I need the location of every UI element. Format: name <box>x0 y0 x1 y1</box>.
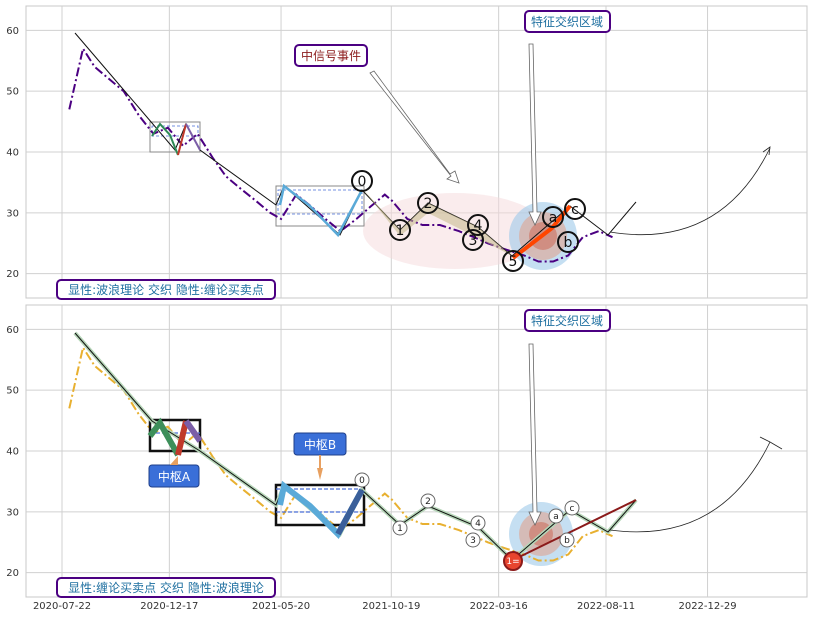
bottom-mode-box <box>56 577 276 598</box>
top-wave-circle-a <box>542 206 564 228</box>
bottom-wave-label-2: 2 <box>425 497 431 507</box>
bottom-wave-label-3: 3 <box>470 536 476 546</box>
bottom-zone-a-pointer <box>170 456 178 465</box>
top-wave-circle-0 <box>351 170 373 192</box>
bottom-forecast-arrowhead <box>759 436 783 450</box>
top-wave-circle-4 <box>467 214 489 236</box>
top-mode-box <box>56 279 276 300</box>
top-wave-shade <box>362 188 512 256</box>
top-y-tick-label: 60 <box>6 26 19 37</box>
bottom-wave-label-4: 4 <box>475 519 481 529</box>
top-y-tick-label: 40 <box>6 148 19 159</box>
bottom-zone-a-segment-red <box>175 420 189 456</box>
top-y-tick-label: 50 <box>6 87 19 98</box>
x-tick-label: 2022-08-11 <box>577 601 635 612</box>
bottom-wave-label-8: 1= <box>506 557 519 567</box>
x-tick-label: 2021-10-19 <box>362 601 420 612</box>
top-abc-segment <box>511 204 572 260</box>
bottom-zone-b-pointer <box>317 468 323 480</box>
top-signal-label: 中信号事件 <box>301 48 361 63</box>
top-wave-circle-2 <box>417 192 439 214</box>
bottom-y-tick-label: 50 <box>6 386 19 397</box>
top-wave-label-1: 1 <box>396 223 405 239</box>
bottom-wave-label-7: c <box>570 504 575 514</box>
top-wave-labels: 0 1 2 34 5 ab c <box>351 170 586 272</box>
top-zone-label: 特征交织区域 <box>531 14 603 29</box>
bottom-zone-b-label: 中枢B <box>304 437 336 452</box>
top-wave-circle-1 <box>389 219 411 241</box>
bottom-zone-label: 特征交织区域 <box>531 313 603 328</box>
bottom-zone-a-segment-purple <box>183 419 203 443</box>
top-wave-label-0: 0 <box>358 174 367 190</box>
bottom-zone-box <box>524 309 611 332</box>
bottom-red-segment <box>512 499 637 561</box>
bottom-zone-a-segment-green <box>147 417 181 457</box>
bottom-y-tick-label: 60 <box>6 325 19 336</box>
x-tick-label: 2021-05-20 <box>252 601 310 612</box>
x-tick-label: 2020-12-17 <box>140 601 198 612</box>
bottom-zone-b-segment-dark <box>335 488 365 536</box>
top-wave-circle-3 <box>462 229 484 251</box>
bottom-wave-label-6: b <box>564 536 570 546</box>
bottom-wave-circle-0 <box>354 472 370 488</box>
top-forecast-arrowhead <box>762 146 771 156</box>
bottom-y-tick-label: 20 <box>6 568 19 579</box>
top-zone-b-outer <box>275 185 365 227</box>
bottom-zone-arrow <box>528 343 542 526</box>
top-wave-circle-b <box>557 231 579 253</box>
bottom-wave-circle-4 <box>470 515 486 531</box>
x-tick-label: 2022-12-29 <box>678 601 736 612</box>
bottom-y-tick-label: 40 <box>6 447 19 458</box>
top-signal-arrow <box>369 70 460 184</box>
bottom-wave-circle-8 <box>503 551 523 571</box>
bottom-wave-label-1: 1 <box>397 524 403 534</box>
bottom-wave-circle-1 <box>392 520 408 536</box>
top-zone-a-segment-red <box>177 123 187 156</box>
top-wave-label-3: 3 <box>469 233 478 249</box>
bottom-wave-label-5: a <box>553 512 559 522</box>
top-grid <box>26 6 807 298</box>
top-wave-label-b: b <box>564 235 573 251</box>
top-zone-box <box>524 10 611 33</box>
top-y-tick-label: 20 <box>6 269 19 280</box>
bottom-y-tick-label: 30 <box>6 507 19 518</box>
bottom-wave-circle-7 <box>564 500 580 516</box>
bottom-wave-circle-3 <box>465 532 481 548</box>
top-zone-a-outer <box>149 121 201 153</box>
top-zone-arrow <box>528 43 542 226</box>
bottom-x-ticks: 2020-07-22 2020-12-17 2021-05-20 2021-10-19… <box>33 601 737 612</box>
top-wave-label-5: 5 <box>509 254 518 270</box>
top-y-tick-label: 30 <box>6 208 19 219</box>
top-signal-box <box>294 44 368 67</box>
bottom-y-ticks: 20 30 40 50 60 <box>6 325 19 579</box>
top-zone-b-segment <box>278 183 364 238</box>
top-wave-label-a: a <box>549 210 558 226</box>
x-tick-label: 2020-07-22 <box>33 601 91 612</box>
bottom-zone-a-label: 中枢A <box>158 469 191 484</box>
bottom-wave-circle-6 <box>559 532 575 548</box>
bottom-mode-label: 显性:缠论买卖点 交织 隐性:波浪理论 <box>68 580 264 595</box>
bottom-wave-circle-5 <box>548 508 564 524</box>
top-mode-label: 显性:波浪理论 交织 隐性:缠论买卖点 <box>68 282 264 297</box>
bottom-wave-label-0: 0 <box>359 476 365 486</box>
top-wave-label-2: 2 <box>424 196 433 212</box>
bottom-wave-circle-2 <box>420 493 436 509</box>
x-tick-label: 2022-03-16 <box>470 601 528 612</box>
top-wave-label-c: c <box>571 202 579 218</box>
top-wave-circle-c <box>564 198 586 220</box>
top-wave-circle-5 <box>502 250 524 272</box>
bottom-wave-labels: 0 1 2 3 4 a b c 1= <box>354 472 580 571</box>
bottom-forecast-curve <box>609 441 771 533</box>
top-zone-a-segment-purple <box>185 123 201 151</box>
top-zone-a-segment-green <box>151 122 179 156</box>
top-y-ticks: 20 30 40 50 60 <box>6 26 19 280</box>
top-forecast-curve <box>609 147 771 236</box>
top-wave-label-4: 4 <box>474 218 483 234</box>
